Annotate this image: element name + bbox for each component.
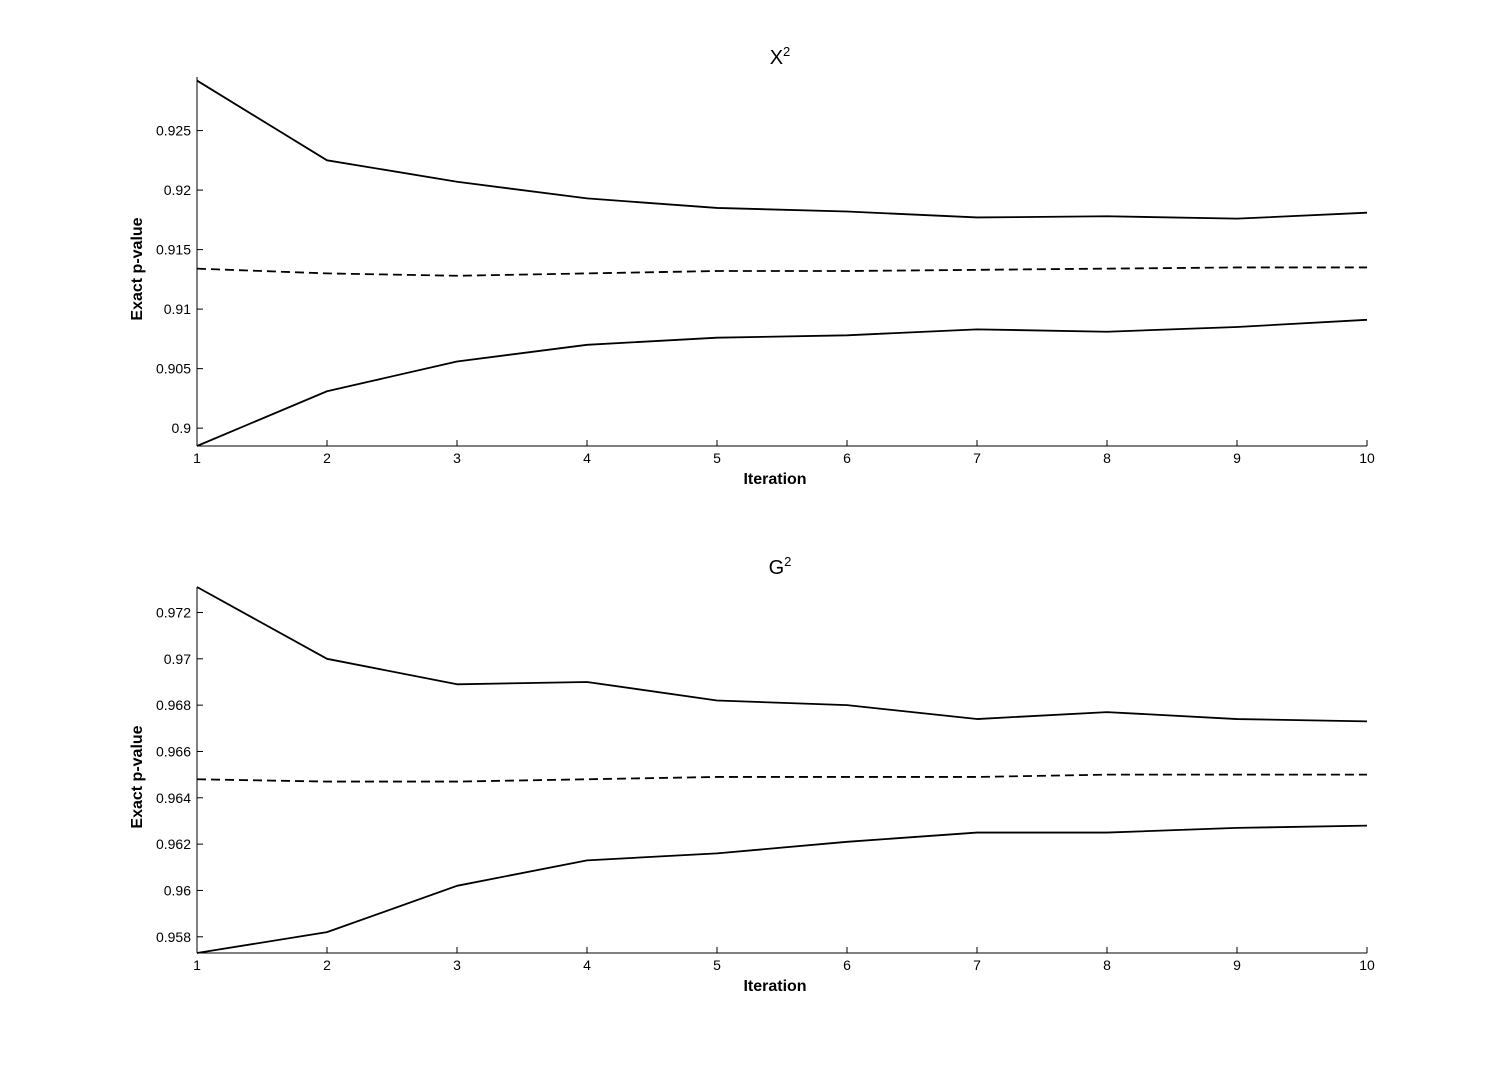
- y-tick-label: 0.925: [156, 123, 191, 139]
- x-tick-label: 10: [1359, 957, 1375, 973]
- y-axis-label-group: Exact p-value: [129, 725, 146, 828]
- x-tick-label: 3: [453, 957, 461, 973]
- y-tick-label: 0.968: [156, 697, 191, 713]
- chart-title: G2: [769, 554, 792, 579]
- plot-area-0: 1 2 3 4 5 6 7 8 9 10 0.9 0.905 0.91 0.915 0.92 0.925: [156, 77, 1375, 466]
- x-tick-label: 9: [1233, 957, 1241, 973]
- x-axis-label: Iteration: [743, 471, 806, 488]
- plot-area-1: 1 2 3 4 5 6 7 8 9 10 0.958 0.96 0.962 0.964 0.966 0.968…: [156, 586, 1375, 973]
- y-tick-label: 0.964: [156, 790, 191, 806]
- x-tick-label: 6: [843, 957, 851, 973]
- y-axis-label: Exact p-value: [129, 217, 146, 320]
- chart-g2: G2 Exact p-value Iteration 1 2 3 4 5 6 7 8 9 10 0.…: [129, 554, 1375, 995]
- y-tick-label: 0.9: [172, 420, 192, 436]
- x-tick-label: 8: [1103, 450, 1111, 466]
- series-line-3-solid: [196, 824, 1368, 954]
- y-tick-label: 0.92: [164, 182, 191, 198]
- series-line-1-solid: [196, 586, 1368, 723]
- x-tick-label: 1: [193, 957, 201, 973]
- x-tick-label: 10: [1359, 450, 1375, 466]
- x-tick-label: 3: [453, 450, 461, 466]
- x-tick-label: 5: [713, 957, 721, 973]
- x-tick-label: 2: [323, 450, 331, 466]
- y-tick-label: 0.915: [156, 242, 191, 258]
- y-tick-label: 0.966: [156, 743, 191, 759]
- y-tick-label: 0.905: [156, 361, 191, 377]
- x-axis-label: Iteration: [743, 978, 806, 995]
- x-tick-label: 5: [713, 450, 721, 466]
- y-axis-label: Exact p-value: [129, 725, 146, 828]
- x-tick-label: 1: [193, 450, 201, 466]
- chart-title: X2: [770, 44, 791, 69]
- x-tick-label: 7: [973, 957, 981, 973]
- x-tick-label: 8: [1103, 957, 1111, 973]
- y-tick-label: 0.97: [164, 651, 191, 667]
- y-tick-label: 0.91: [164, 301, 191, 317]
- y-tick-label: 0.962: [156, 836, 191, 852]
- chart-x2: X2 Exact p-value Iteration 1 2 3 4 5 6 7 8 9 10 0.…: [129, 44, 1375, 488]
- y-axis-label-group: Exact p-value: [129, 217, 146, 320]
- x-tick-label: 2: [323, 957, 331, 973]
- x-tick-label: 6: [843, 450, 851, 466]
- series-line-3-solid: [196, 318, 1368, 447]
- x-tick-label: 4: [583, 957, 591, 973]
- x-tick-label: 9: [1233, 450, 1241, 466]
- y-tick-label: 0.972: [156, 604, 191, 620]
- x-tick-label: 4: [583, 450, 591, 466]
- x-tick-label: 7: [973, 450, 981, 466]
- series-line-1-solid: [196, 79, 1368, 220]
- y-tick-label: 0.958: [156, 929, 191, 945]
- y-tick-label: 0.96: [164, 882, 191, 898]
